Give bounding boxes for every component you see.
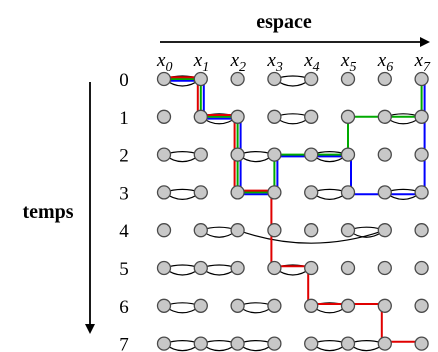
lattice-node <box>267 223 282 238</box>
lattice-node <box>267 71 282 87</box>
space-tick-x5: x5 <box>340 50 356 75</box>
lattice-node <box>340 260 356 276</box>
lattice-node <box>414 147 429 162</box>
lattice-node <box>193 185 208 200</box>
lattice-node <box>377 147 392 162</box>
space-tick-x1: x1 <box>193 50 209 75</box>
lattice-node <box>340 185 356 200</box>
lattice-node <box>377 185 392 200</box>
time-tick-4: 4 <box>119 221 129 242</box>
lattice-node <box>414 260 429 276</box>
space-tick-x0: x0 <box>156 50 172 75</box>
time-axis-title: temps <box>22 201 73 223</box>
lattice-node <box>267 298 282 313</box>
lattice-node <box>377 336 392 351</box>
lattice-node <box>193 109 208 124</box>
time-tick-0: 0 <box>119 70 129 91</box>
lattice-node <box>156 260 172 276</box>
time-tick-5: 5 <box>119 259 129 280</box>
space-tick-labels: x0 x1 x2 x3 x4 x5 x6 x7 <box>156 50 431 75</box>
lattice-node <box>304 298 319 313</box>
lattice-node <box>304 147 319 162</box>
lattice-node <box>193 260 208 276</box>
lattice-node <box>156 109 172 124</box>
lattice-node <box>414 223 429 238</box>
lattice-node <box>230 336 245 351</box>
lattice-node <box>156 185 172 200</box>
trajectory-path <box>163 78 423 194</box>
lattice-node <box>156 147 172 162</box>
space-tick-x4: x4 <box>303 50 319 75</box>
lattice-node <box>267 185 282 200</box>
lattice-node <box>414 109 429 124</box>
lattice-node <box>304 223 319 238</box>
long-pairing-edge <box>237 229 385 244</box>
lattice-node <box>230 147 245 162</box>
lattice-node <box>230 109 245 124</box>
space-tick-x6: x6 <box>377 50 393 75</box>
lattice-node <box>340 298 356 313</box>
lattice-node <box>156 223 172 238</box>
lattice-node <box>414 185 429 200</box>
lattice-node <box>377 223 392 238</box>
lattice-node <box>230 223 245 238</box>
space-tick-x2: x2 <box>230 50 246 75</box>
lattice-node <box>156 336 172 351</box>
lattice-node <box>267 336 282 351</box>
lattice-node <box>193 298 208 313</box>
lattice-node <box>267 109 282 124</box>
lattice-node <box>377 298 392 313</box>
lattice-node <box>230 185 245 200</box>
lattice-node <box>304 185 319 200</box>
lattice-node <box>340 147 356 162</box>
space-axis-title: espace <box>256 11 312 33</box>
time-tick-6: 6 <box>119 297 129 318</box>
lattice-node <box>304 71 319 87</box>
lattice-node <box>340 109 356 124</box>
lattice-node <box>156 71 172 87</box>
lattice-node <box>414 336 429 351</box>
lattice-node <box>156 298 172 313</box>
lattice-node <box>193 223 208 238</box>
lattice-nodes <box>156 71 429 351</box>
lattice-node <box>414 298 429 313</box>
lattice-node <box>304 260 319 276</box>
lattice-node <box>414 71 429 87</box>
space-tick-x3: x3 <box>266 50 282 75</box>
lattice-node <box>304 336 319 351</box>
time-tick-7: 7 <box>119 335 129 352</box>
lattice-node <box>267 147 282 162</box>
lattice-node <box>377 71 392 87</box>
lattice-node <box>304 109 319 124</box>
time-tick-labels: 0 1 2 3 4 5 6 7 <box>119 70 129 352</box>
lattice-node <box>377 109 392 124</box>
trajectory-path <box>166 79 426 196</box>
time-tick-1: 1 <box>119 108 129 129</box>
lattice-node <box>193 336 208 351</box>
lattice-node <box>230 260 245 276</box>
lattice-node <box>377 260 392 276</box>
lattice-node <box>230 71 245 87</box>
time-tick-3: 3 <box>119 183 129 204</box>
lattice-node <box>340 336 356 351</box>
lattice-node <box>193 147 208 162</box>
lattice-node <box>230 298 245 313</box>
lattice-node <box>267 260 282 276</box>
lattice-node <box>340 223 356 238</box>
lattice-node <box>193 71 208 87</box>
time-tick-2: 2 <box>119 146 129 167</box>
space-tick-x7: x7 <box>414 50 431 75</box>
lattice-node <box>340 71 356 87</box>
